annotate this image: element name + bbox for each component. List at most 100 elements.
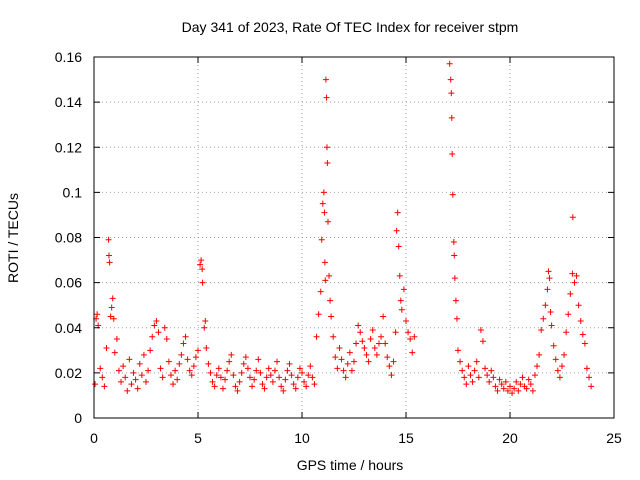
data-point — [259, 381, 266, 388]
data-point — [282, 376, 289, 383]
data-point — [340, 367, 347, 374]
data-point — [307, 363, 314, 370]
data-point — [115, 367, 122, 374]
data-point — [178, 351, 185, 358]
data-point — [228, 351, 235, 358]
x-tick-label: 15 — [398, 430, 414, 446]
data-point — [111, 349, 118, 356]
data-point — [386, 363, 393, 370]
data-point — [523, 385, 530, 392]
data-point — [149, 333, 156, 340]
data-point — [550, 342, 557, 349]
data-point — [199, 279, 206, 286]
data-point — [447, 76, 454, 83]
data-point — [303, 383, 310, 390]
data-point — [174, 376, 181, 383]
data-point — [365, 358, 372, 365]
data-point — [263, 374, 270, 381]
data-point — [556, 374, 563, 381]
data-point — [471, 367, 478, 374]
data-point — [538, 327, 545, 334]
data-point — [211, 383, 218, 390]
data-point — [319, 200, 326, 207]
data-point — [502, 378, 509, 385]
data-point — [257, 369, 264, 376]
data-point — [161, 324, 168, 331]
data-point — [546, 275, 553, 282]
data-point — [238, 369, 245, 376]
data-point — [280, 387, 287, 394]
data-point — [500, 385, 507, 392]
data-point — [120, 363, 127, 370]
data-point — [265, 365, 272, 372]
data-point — [451, 275, 458, 282]
data-point — [559, 363, 565, 370]
data-point — [224, 367, 231, 374]
data-point — [569, 214, 576, 221]
data-point — [309, 374, 316, 381]
data-point — [384, 354, 391, 361]
data-point — [126, 356, 133, 363]
data-point — [97, 365, 104, 372]
data-point — [367, 336, 374, 343]
data-point — [236, 378, 243, 385]
data-point — [167, 372, 174, 379]
data-point — [311, 381, 318, 388]
data-point — [163, 336, 170, 343]
data-point — [134, 385, 141, 392]
data-point — [542, 302, 549, 309]
data-point — [323, 144, 330, 151]
data-point — [398, 306, 405, 313]
data-point — [525, 376, 532, 383]
data-point — [455, 347, 461, 354]
data-point — [390, 358, 397, 365]
data-point — [388, 372, 395, 379]
data-point — [581, 340, 588, 347]
data-point — [492, 383, 499, 390]
data-point — [205, 360, 212, 367]
data-point — [203, 345, 210, 352]
data-point — [105, 236, 112, 243]
data-point — [322, 76, 329, 83]
data-point — [482, 365, 489, 372]
data-point — [107, 313, 114, 320]
data-point — [509, 390, 516, 397]
data-point — [547, 308, 554, 315]
data-point — [544, 286, 551, 293]
data-point — [99, 374, 106, 381]
data-point — [465, 363, 472, 370]
grid-lines — [94, 57, 614, 418]
data-point — [122, 374, 129, 381]
data-point — [494, 387, 501, 394]
data-point — [261, 385, 268, 392]
data-point — [554, 367, 561, 374]
data-point — [124, 387, 131, 394]
data-point — [313, 333, 320, 340]
data-point — [276, 374, 283, 381]
data-point — [320, 189, 327, 196]
data-point — [113, 336, 120, 343]
y-axis-label: ROTI / TECUs — [5, 193, 21, 283]
data-point — [322, 277, 329, 284]
data-point — [186, 367, 193, 374]
data-point — [529, 387, 536, 394]
x-tick-label: 0 — [90, 430, 98, 446]
data-point — [545, 268, 552, 275]
data-point — [288, 372, 295, 379]
x-tick-labels: 0 5 10 15 20 25 — [90, 430, 622, 446]
data-point — [209, 378, 216, 385]
data-point — [567, 290, 574, 297]
data-point — [577, 317, 584, 324]
data-point — [271, 367, 278, 374]
data-point — [318, 236, 325, 243]
data-point — [217, 374, 224, 381]
data-point — [395, 243, 402, 250]
y-tick-labels: 0 0.02 0.04 0.06 0.08 0.1 0.12 0.14 0.16 — [55, 49, 82, 426]
data-point — [151, 322, 158, 329]
data-point — [488, 367, 495, 374]
data-point — [548, 322, 555, 329]
data-point — [517, 381, 524, 388]
data-point — [588, 383, 595, 390]
data-point — [448, 90, 455, 97]
plot-frame — [93, 56, 615, 419]
